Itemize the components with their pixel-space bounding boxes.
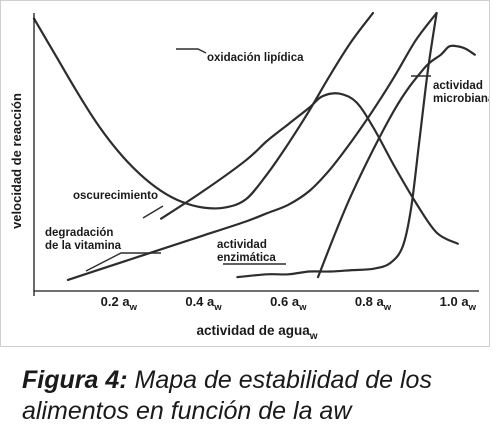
curve-actividad-microbiana xyxy=(316,44,476,279)
curves-group xyxy=(32,11,476,281)
leader-degradacion-de-la-vitamina xyxy=(85,252,161,272)
leader-oscurecimiento xyxy=(142,205,164,219)
figure-label: Figura 4: xyxy=(22,366,128,394)
label-actividad-microbiana: actividad microbiana xyxy=(433,80,489,105)
label-actividad-enzimatica: actividad enzimática xyxy=(217,239,276,264)
curve-oxidacion-lipidica xyxy=(32,11,375,210)
curve-actividad-enzimatica xyxy=(236,11,438,279)
x-axis-label-subscript: w xyxy=(309,331,318,342)
figure-caption-text: Mapa de estabilidad de los alimentos en … xyxy=(22,366,432,425)
label-leaders-group xyxy=(85,48,431,272)
caption-panel: Figura 4: Mapa de estabilidad de los ali… xyxy=(0,347,490,440)
x-tick-label: 0.4 aw xyxy=(185,294,222,313)
label-oxidacion-lipidica: oxidación lipídica xyxy=(207,52,304,64)
x-axis-label: actividad de aguaw xyxy=(196,323,317,342)
stability-map-chart: oxidación lipídica oscurecimiento degradac… xyxy=(9,11,489,342)
chart-panel: oxidación lipídica oscurecimiento degradac… xyxy=(0,0,490,347)
leader-oxidacion-lipidica xyxy=(176,48,207,54)
y-axis-label: velocidad de reacción xyxy=(9,93,24,229)
x-tick-label: 0.2 aw xyxy=(101,294,138,313)
curve-degradacion-de-la-vitamina xyxy=(66,11,438,281)
curve-oscurecimiento xyxy=(160,92,459,245)
x-axis-label-text: actividad de agua xyxy=(196,323,310,338)
curve-labels-group: oxidación lipídica oscurecimiento degradac… xyxy=(45,52,489,264)
label-degradacion-de-la-vitamina: degradación de la vitamina xyxy=(45,227,122,252)
x-tick-label: 0.6 aw xyxy=(270,294,307,313)
x-tick-label: 1.0 aw xyxy=(440,294,477,313)
x-tick-label: 0.8 aw xyxy=(355,294,392,313)
label-oscurecimiento: oscurecimiento xyxy=(73,190,158,202)
x-ticks-group: 0.2 aw 0.4 aw 0.6 aw 0.8 aw 1.0 aw xyxy=(101,294,477,313)
figure-caption: Figura 4: Mapa de estabilidad de los ali… xyxy=(22,365,484,427)
